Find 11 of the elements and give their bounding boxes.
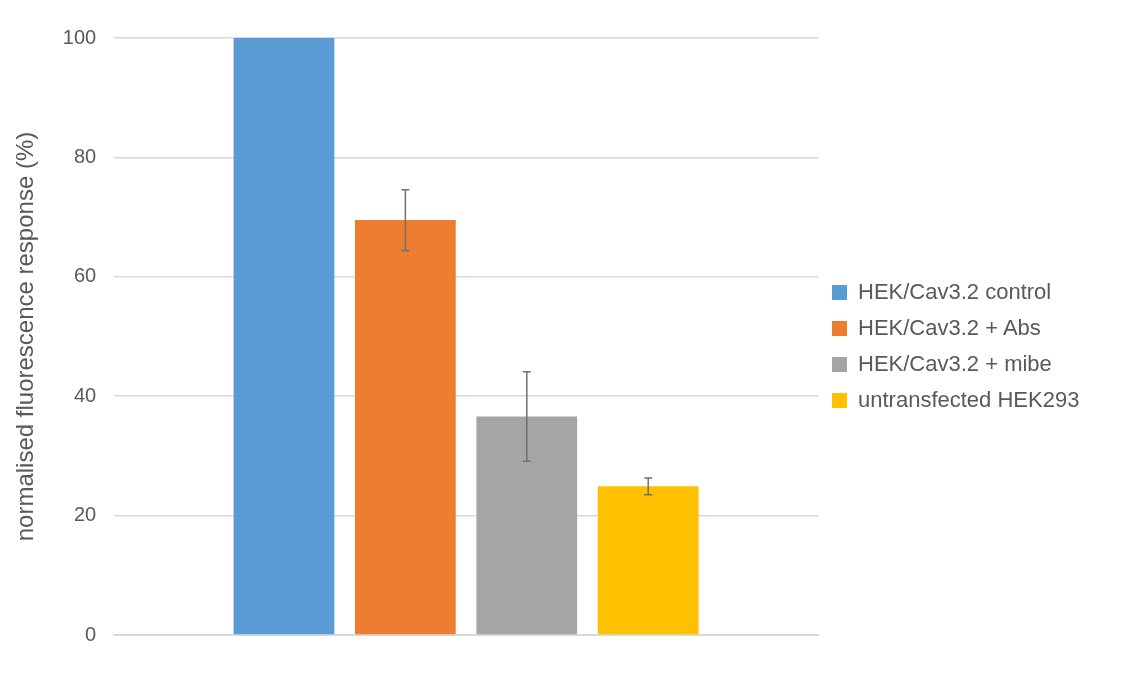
legend-label: HEK/Cav3.2 + Abs — [858, 314, 1041, 340]
legend-label: untransfected HEK293 — [858, 386, 1080, 412]
y-tick-label: 100 — [62, 25, 97, 48]
y-tick-label: 60 — [73, 264, 97, 287]
y-tick-label: 20 — [73, 503, 97, 526]
y-tick-label: 0 — [85, 622, 97, 645]
y-tick-label: 80 — [73, 144, 97, 167]
legend-label: HEK/Cav3.2 + mibe — [858, 350, 1052, 376]
y-axis-title: normalised fluorescence response (%) — [11, 131, 39, 542]
y-tick-label: 40 — [73, 383, 97, 406]
legend-label: HEK/Cav3.2 control — [858, 278, 1052, 304]
